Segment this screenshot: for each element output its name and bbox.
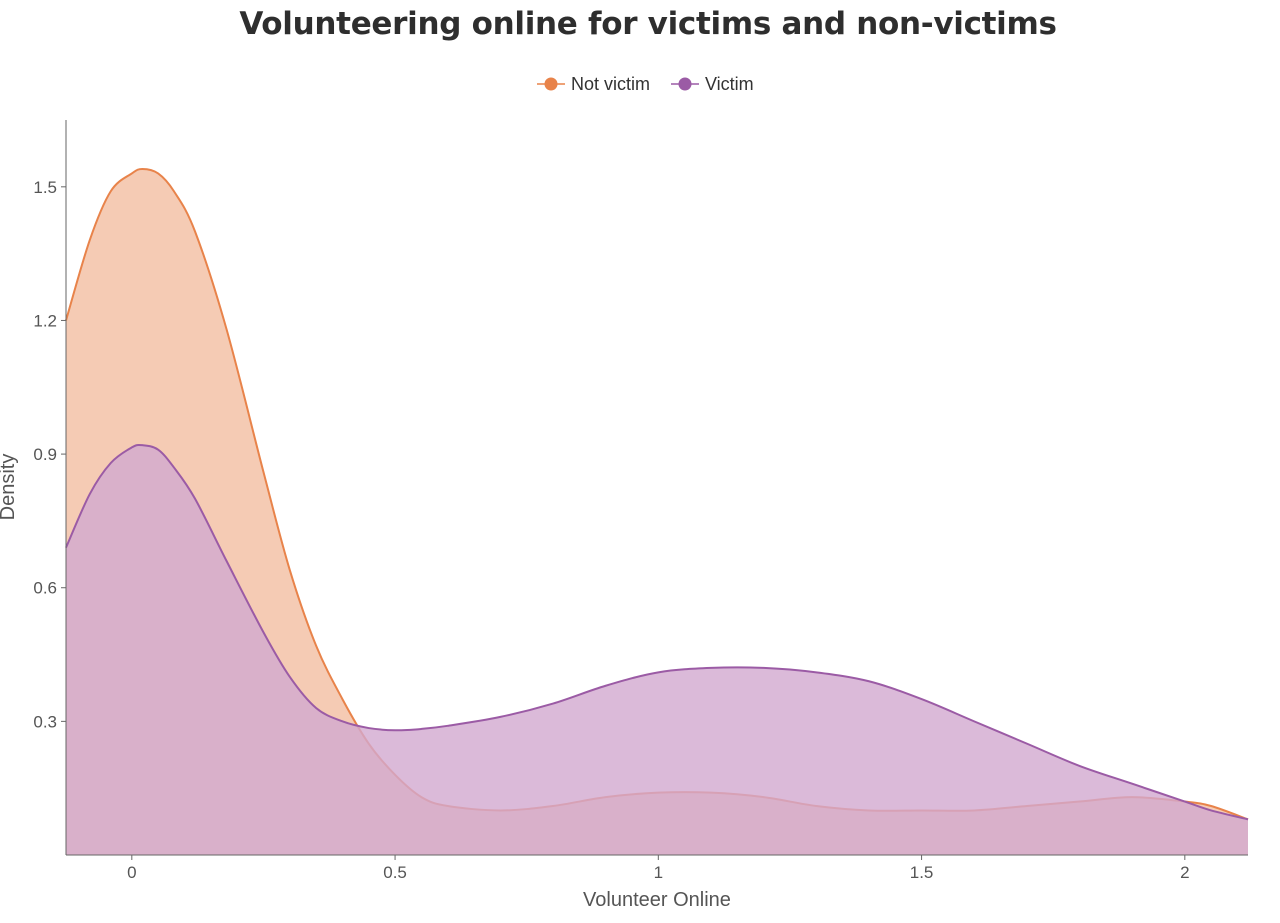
x-tick-label: 1 — [654, 863, 663, 882]
x-tick-label: 1.5 — [910, 863, 934, 882]
y-tick-label: 0.9 — [33, 445, 57, 464]
legend-label: Victim — [705, 74, 754, 94]
x-axis-title: Volunteer Online — [583, 889, 731, 911]
density-areas — [65, 167, 1249, 855]
x-tick-label: 2 — [1180, 863, 1189, 882]
chart-title: Volunteering online for victims and non-… — [239, 6, 1057, 42]
legend-label: Not victim — [571, 74, 650, 94]
legend[interactable]: Not victim Victim — [537, 74, 754, 94]
area-victim — [66, 444, 1248, 855]
y-tick-label: 1.5 — [33, 178, 57, 197]
legend-item-not-victim[interactable]: Not victim — [537, 74, 650, 94]
y-axis-title: Density — [0, 454, 19, 521]
legend-marker — [544, 77, 558, 91]
axes: 0 0.5 1 1.5 2 0.3 0.6 0.9 1.2 1.5 — [33, 120, 1248, 882]
y-tick-label: 0.6 — [33, 579, 57, 598]
x-tick-label: 0.5 — [383, 863, 407, 882]
y-tick-label: 0.3 — [33, 712, 57, 731]
legend-item-victim[interactable]: Victim — [671, 74, 754, 94]
legend-marker — [678, 77, 692, 91]
x-tick-label: 0 — [127, 863, 136, 882]
line-victim — [65, 443, 1249, 821]
y-tick-label: 1.2 — [33, 311, 57, 330]
